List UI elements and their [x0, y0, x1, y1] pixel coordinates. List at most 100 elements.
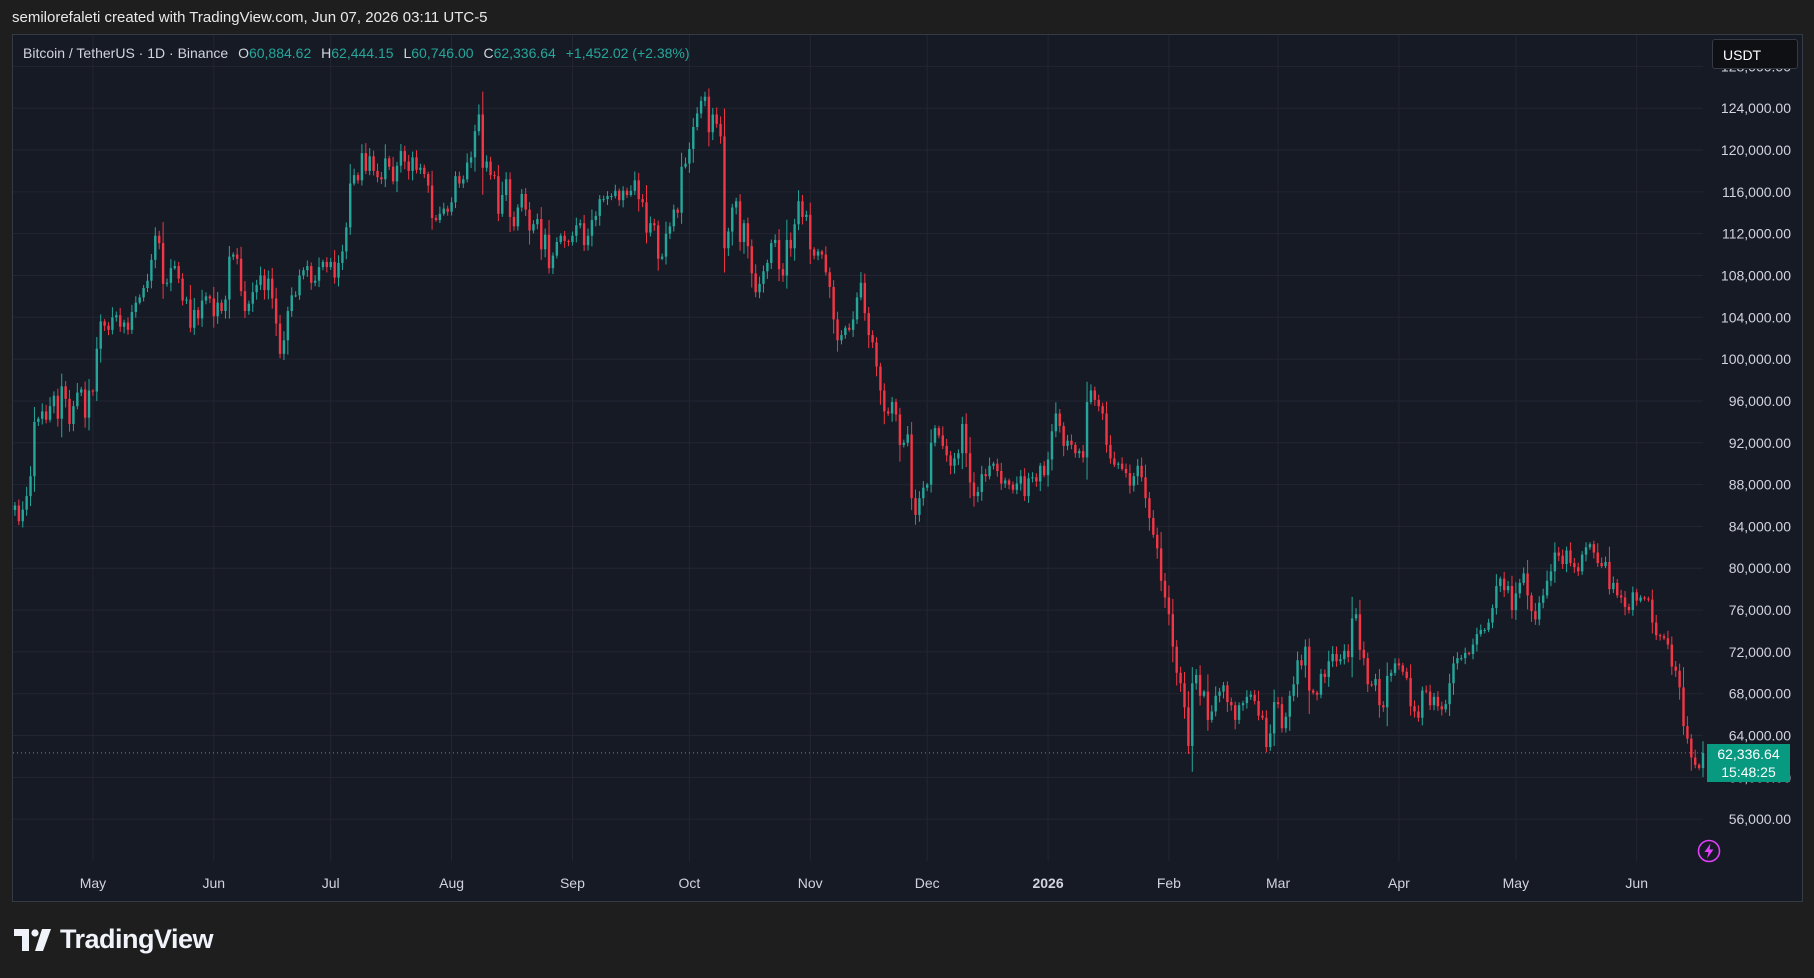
candle	[122, 322, 126, 327]
candle	[1697, 764, 1701, 769]
candle	[1382, 705, 1385, 708]
candle	[707, 96, 711, 133]
candle	[773, 239, 777, 244]
candle	[1000, 471, 1003, 484]
candle	[1612, 582, 1615, 590]
candle	[1140, 465, 1143, 478]
candle	[929, 442, 933, 485]
chart-panel[interactable]: 56,000.0060,000.0064,000.0068,000.0072,0…	[12, 34, 1803, 902]
symbol-title[interactable]: Bitcoin / TetherUS · 1D · Binance	[23, 45, 229, 61]
candle	[703, 96, 707, 101]
candle	[1066, 440, 1069, 446]
candle	[442, 208, 445, 214]
candle	[968, 453, 972, 483]
candle	[430, 185, 434, 218]
candle	[1538, 602, 1541, 620]
candle	[1269, 733, 1272, 748]
candle	[161, 243, 165, 284]
candle	[621, 190, 625, 201]
low-value: 60,746.00	[411, 45, 474, 61]
candle	[637, 180, 640, 200]
last-price-value: 62,336.64	[1717, 745, 1780, 762]
candle	[1448, 683, 1451, 705]
candle	[957, 453, 960, 459]
candle	[1471, 644, 1475, 654]
high-value: 62,444.15	[331, 45, 394, 61]
candle	[1331, 653, 1334, 662]
candle	[271, 278, 274, 299]
candle	[910, 434, 913, 499]
candle	[1120, 463, 1124, 469]
candle	[1580, 554, 1584, 572]
x-tick-label: Jun	[1625, 875, 1648, 891]
lightning-icon[interactable]	[1697, 839, 1721, 863]
candle	[660, 256, 664, 259]
candle	[961, 423, 964, 454]
candle	[1230, 702, 1233, 706]
candle	[1397, 663, 1401, 666]
candle	[1027, 478, 1030, 497]
candle	[1569, 550, 1572, 564]
currency-selector[interactable]: USDT	[1712, 39, 1798, 69]
candle	[282, 340, 286, 354]
candle	[1479, 629, 1482, 635]
candle	[1272, 702, 1276, 734]
candle	[1460, 658, 1463, 660]
candle	[1584, 547, 1588, 555]
candle	[469, 157, 473, 163]
x-tick-label: Mar	[1266, 875, 1290, 891]
candle	[1311, 690, 1315, 693]
candle	[1444, 704, 1447, 710]
candle	[937, 428, 941, 436]
candle	[633, 180, 637, 191]
candle	[1198, 674, 1202, 696]
candle	[419, 167, 422, 170]
candle	[251, 292, 254, 304]
candle	[1452, 663, 1455, 684]
time-axis[interactable]: May Jun Jul Aug Sep Oct Nov Dec 2026 Feb Mar Apr May…	[80, 875, 1648, 891]
candle	[504, 179, 508, 195]
candle	[688, 148, 691, 164]
candle	[1467, 652, 1471, 654]
candle	[1604, 561, 1607, 567]
candle	[208, 296, 212, 299]
candle	[1510, 586, 1514, 611]
candle	[594, 215, 598, 221]
candle	[243, 291, 247, 312]
candle	[715, 114, 718, 124]
price-axis[interactable]: 56,000.0060,000.0064,000.0068,000.0072,0…	[1721, 58, 1791, 827]
candle	[692, 127, 695, 149]
y-tick-label: 68,000.00	[1729, 686, 1791, 702]
candle	[976, 491, 980, 497]
candle	[508, 179, 512, 217]
candle	[185, 299, 188, 301]
candle	[922, 487, 925, 499]
candle	[1378, 679, 1381, 706]
candle	[1081, 451, 1085, 458]
candle	[52, 395, 56, 407]
candle	[1202, 691, 1206, 696]
candle	[1463, 652, 1467, 659]
candle	[1109, 444, 1112, 459]
candle	[1304, 646, 1307, 666]
candle	[1019, 476, 1022, 484]
candlestick-chart[interactable]: 56,000.0060,000.0064,000.0068,000.0072,0…	[13, 35, 1802, 901]
candle	[1389, 672, 1393, 676]
candle	[676, 209, 679, 213]
candle	[181, 278, 184, 301]
candle	[1015, 483, 1019, 490]
candle	[1214, 695, 1217, 712]
candle	[142, 288, 145, 298]
candle	[1631, 592, 1635, 611]
candle	[863, 282, 867, 314]
candle	[376, 170, 379, 178]
candle	[933, 428, 937, 443]
candle	[64, 386, 67, 399]
candle	[302, 270, 305, 276]
candle	[1643, 597, 1646, 599]
candle	[1530, 595, 1533, 612]
tradingview-logo[interactable]: TradingView	[14, 924, 214, 955]
candle	[1179, 672, 1182, 684]
y-tick-label: 84,000.00	[1729, 518, 1791, 534]
candle	[785, 239, 789, 276]
